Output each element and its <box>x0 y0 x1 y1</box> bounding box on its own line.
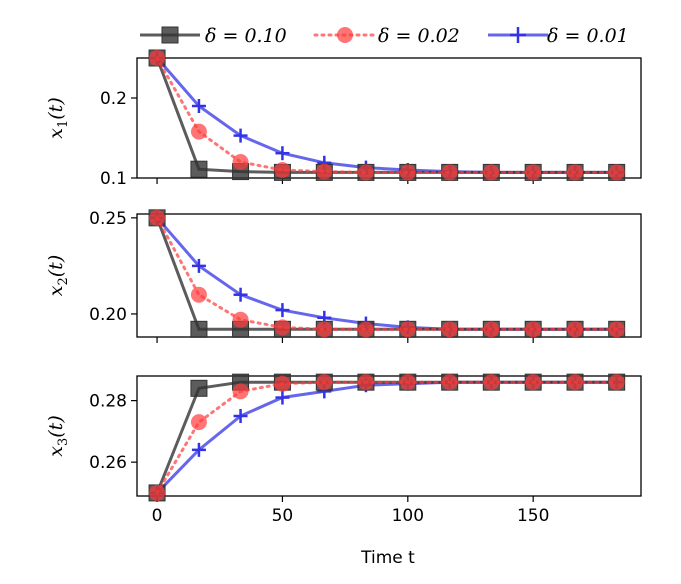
data-point-circle <box>232 154 249 170</box>
series-circle-panel-1 <box>149 50 625 181</box>
data-point-circle <box>608 321 625 338</box>
x-axis-title: Time t <box>360 548 415 568</box>
data-point-circle <box>190 414 207 431</box>
data-point-circle <box>483 321 500 338</box>
data-point-square <box>190 160 208 178</box>
data-point-plus <box>233 409 248 423</box>
legend-entry-delta-001: δ = 0.01 <box>488 25 629 47</box>
data-point-circle <box>483 374 500 391</box>
data-point-plus <box>191 99 206 113</box>
data-point-circle <box>525 164 542 181</box>
data-point-circle <box>441 164 458 181</box>
panels: 0.1 0.2 x1(t) 0.20 0.25 x2(t) 0.26 0.28 0 50 100 15… <box>45 49 642 526</box>
data-point-plus <box>275 390 290 405</box>
data-point-circle <box>399 321 416 338</box>
data-point-circle <box>608 374 625 391</box>
x-tick-label: 50 <box>272 506 294 526</box>
legend-label-delta-002: δ = 0.02 <box>378 25 460 47</box>
panel-1-frame <box>136 57 642 179</box>
data-point-circle <box>274 375 291 392</box>
data-point-circle <box>316 321 333 338</box>
data-point-circle <box>357 321 374 338</box>
data-point-plus <box>275 303 290 318</box>
data-point-circle <box>232 383 249 400</box>
legend-entry-delta-002: δ = 0.02 <box>313 25 460 47</box>
y-tick-label: 0.1 <box>100 169 127 189</box>
panel-2-frame <box>136 213 642 338</box>
data-point-circle <box>149 50 166 66</box>
data-point-plus <box>191 258 206 273</box>
data-point-square <box>190 379 208 397</box>
data-point-circle <box>441 374 458 391</box>
data-point-circle <box>399 374 416 391</box>
x-tick-label: 100 <box>392 506 424 526</box>
legend-marker-square <box>161 26 179 44</box>
x-tick-label: 150 <box>517 506 549 526</box>
legend: δ = 0.10 δ = 0.02 δ = 0.01 <box>140 25 629 47</box>
data-point-square <box>190 320 208 338</box>
data-point-plus <box>233 128 248 143</box>
data-point-circle <box>525 321 542 338</box>
y-tick-label: 0.26 <box>89 453 127 473</box>
data-point-circle <box>149 484 166 501</box>
data-point-circle <box>190 123 207 140</box>
y-axis-title: x2(t) <box>45 255 71 296</box>
panel-1: 0.1 0.2 x1(t) <box>45 49 642 189</box>
data-point-circle <box>274 319 291 336</box>
y-tick-label: 0.28 <box>89 392 127 412</box>
data-point-circle <box>190 286 207 303</box>
data-point-circle <box>483 164 500 181</box>
series-circle-panel-3 <box>149 374 625 501</box>
legend-label-delta-001: δ = 0.01 <box>547 25 629 47</box>
panel-2: 0.20 0.25 x2(t) <box>45 209 642 343</box>
data-point-circle <box>149 209 166 226</box>
data-point-circle <box>567 321 584 338</box>
y-tick-label: 0.20 <box>89 305 127 325</box>
data-point-circle <box>567 374 584 391</box>
data-point-circle <box>399 164 416 181</box>
data-point-plus <box>191 442 206 457</box>
y-tick-label: 0.25 <box>89 209 127 229</box>
series-circle-panel-2 <box>149 209 625 338</box>
panel-3-frame <box>136 375 642 497</box>
x-tick-label: 0 <box>152 506 163 526</box>
legend-label-delta-010: δ = 0.10 <box>205 25 287 47</box>
data-point-circle <box>567 164 584 181</box>
data-point-circle <box>316 374 333 391</box>
data-point-circle <box>441 321 458 338</box>
legend-entry-delta-010: δ = 0.10 <box>140 25 287 47</box>
y-axis-title: x3(t) <box>45 415 71 456</box>
data-point-circle <box>316 163 333 180</box>
data-point-plus <box>275 146 290 161</box>
data-point-circle <box>357 164 374 181</box>
legend-marker-circle <box>337 27 353 43</box>
y-tick-label: 0.2 <box>100 89 127 109</box>
y-axis-title: x1(t) <box>45 97 71 138</box>
panel-3: 0.26 0.28 0 50 100 150 x3(t) <box>45 373 642 526</box>
data-point-circle <box>525 374 542 391</box>
data-point-circle <box>232 311 249 328</box>
data-point-plus <box>233 287 248 302</box>
data-point-circle <box>608 164 625 181</box>
data-point-circle <box>274 162 291 178</box>
data-point-circle <box>357 374 374 391</box>
